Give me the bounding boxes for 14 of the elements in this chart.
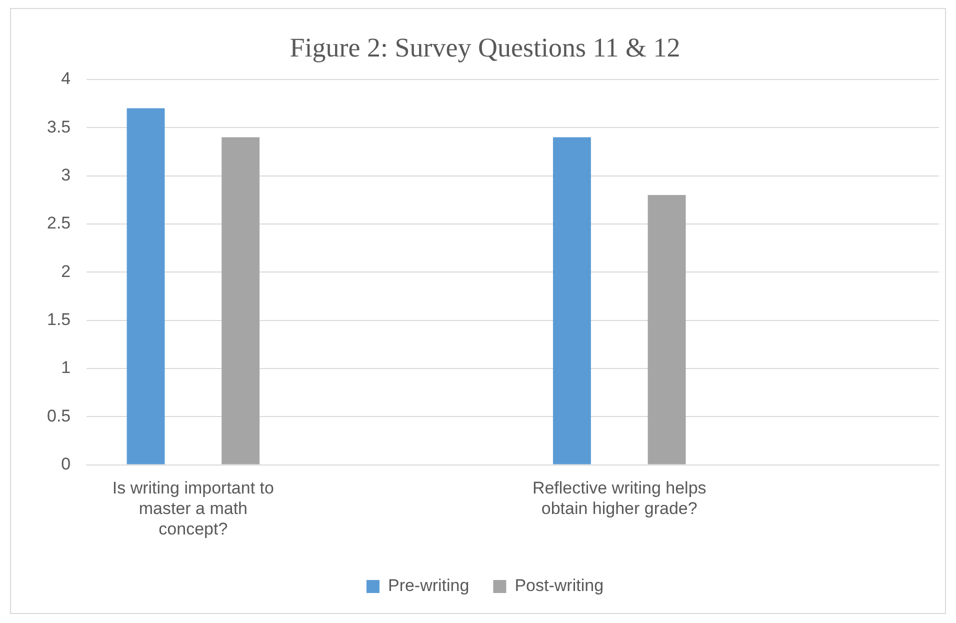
legend-label: Post-writing — [514, 576, 604, 596]
y-tick-label: 1 — [61, 358, 71, 378]
legend-label: Pre-writing — [388, 576, 470, 596]
y-tick-label: 0.5 — [46, 406, 71, 426]
x-tick-label: Reflective writing helps obtain higher grade? — [532, 478, 706, 518]
x-tick-label: Is writing important to master a math concept? — [112, 478, 274, 538]
y-tick-label: 4 — [61, 69, 71, 88]
y-tick-label: 1.5 — [46, 310, 71, 329]
y-tick-label: 0 — [61, 454, 71, 474]
y-tick-label: 2.5 — [46, 214, 71, 233]
y-tick-label: 3.5 — [46, 117, 71, 136]
y-tick-label: 2 — [61, 262, 71, 281]
chart-title: Figure 2: Survey Questions 11 & 12 — [290, 32, 680, 62]
y-tick-label: 3 — [61, 165, 71, 184]
